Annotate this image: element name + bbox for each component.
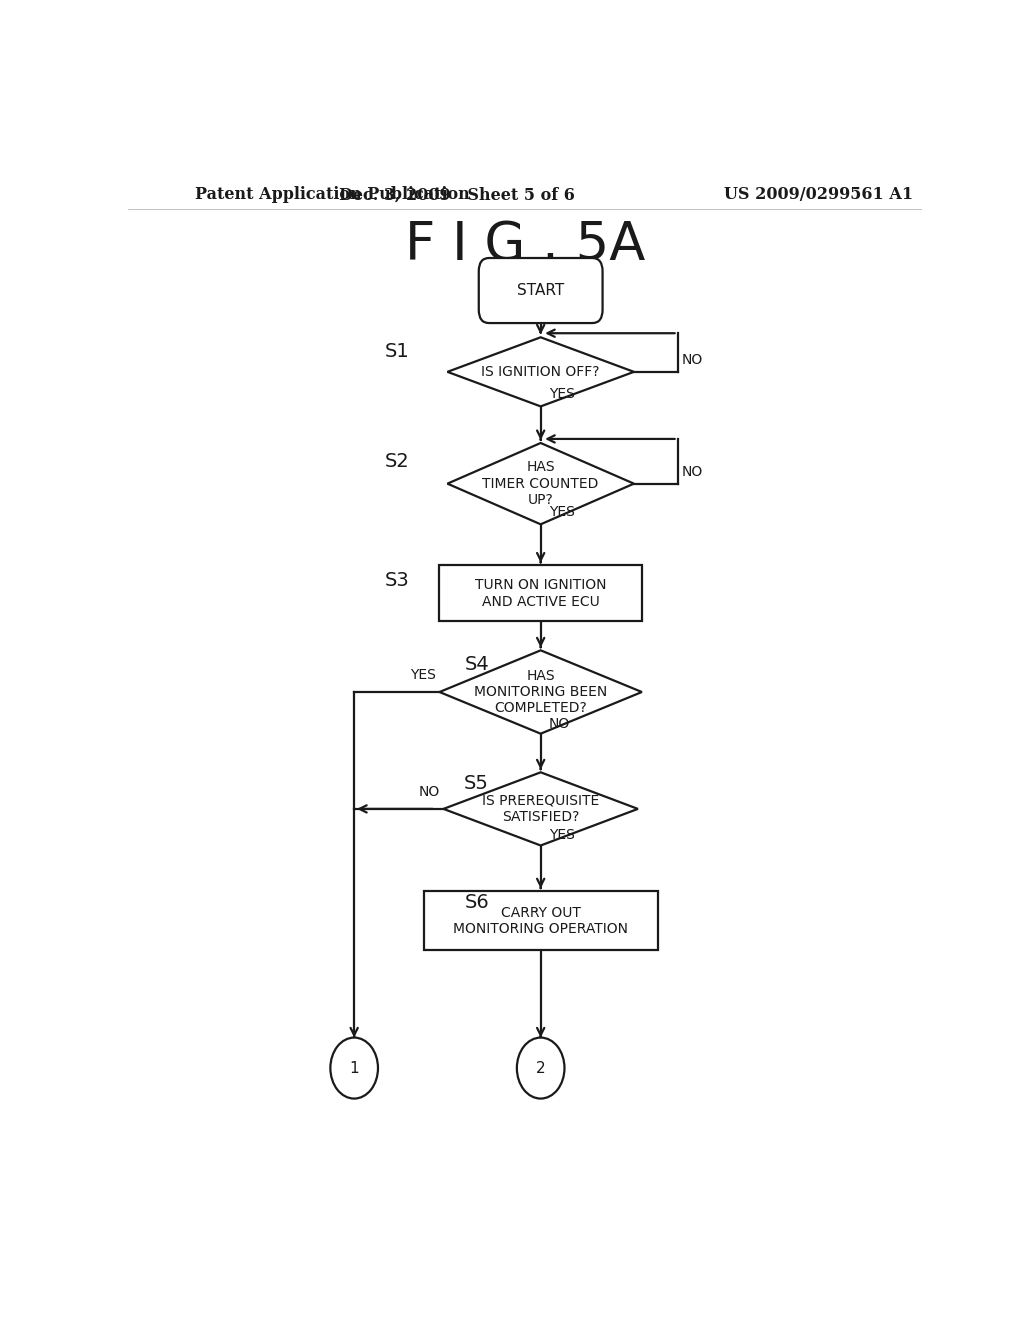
Text: NO: NO xyxy=(682,352,702,367)
Text: S2: S2 xyxy=(385,451,410,471)
Polygon shape xyxy=(447,338,634,407)
Text: S5: S5 xyxy=(464,774,489,793)
Text: S6: S6 xyxy=(464,892,489,912)
Text: F I G . 5A: F I G . 5A xyxy=(404,219,645,271)
Polygon shape xyxy=(439,651,642,734)
Polygon shape xyxy=(443,772,638,846)
FancyBboxPatch shape xyxy=(479,257,602,323)
Circle shape xyxy=(331,1038,378,1098)
Text: YES: YES xyxy=(549,506,574,519)
Text: 1: 1 xyxy=(349,1060,359,1076)
Circle shape xyxy=(517,1038,564,1098)
Text: TURN ON IGNITION
AND ACTIVE ECU: TURN ON IGNITION AND ACTIVE ECU xyxy=(475,578,606,609)
Text: START: START xyxy=(517,282,564,298)
Text: S4: S4 xyxy=(464,655,489,675)
Text: IS IGNITION OFF?: IS IGNITION OFF? xyxy=(481,364,600,379)
Text: 2: 2 xyxy=(536,1060,546,1076)
Text: HAS
TIMER COUNTED
UP?: HAS TIMER COUNTED UP? xyxy=(482,461,599,507)
Bar xyxy=(439,565,642,622)
Text: IS PREREQUISITE
SATISFIED?: IS PREREQUISITE SATISFIED? xyxy=(482,793,599,824)
Text: Patent Application Publication: Patent Application Publication xyxy=(196,186,470,203)
Text: S3: S3 xyxy=(385,570,410,590)
Text: NO: NO xyxy=(549,717,570,731)
Text: US 2009/0299561 A1: US 2009/0299561 A1 xyxy=(724,186,913,203)
Text: YES: YES xyxy=(410,668,435,682)
Text: CARRY OUT
MONITORING OPERATION: CARRY OUT MONITORING OPERATION xyxy=(454,906,628,936)
Text: S1: S1 xyxy=(385,342,410,360)
Text: YES: YES xyxy=(549,829,574,842)
Polygon shape xyxy=(447,444,634,524)
Text: YES: YES xyxy=(549,387,574,401)
Text: NO: NO xyxy=(418,784,439,799)
Bar xyxy=(424,891,657,950)
Text: HAS
MONITORING BEEN
COMPLETED?: HAS MONITORING BEEN COMPLETED? xyxy=(474,669,607,715)
Text: Dec. 3, 2009   Sheet 5 of 6: Dec. 3, 2009 Sheet 5 of 6 xyxy=(339,186,575,203)
Text: NO: NO xyxy=(682,465,702,479)
